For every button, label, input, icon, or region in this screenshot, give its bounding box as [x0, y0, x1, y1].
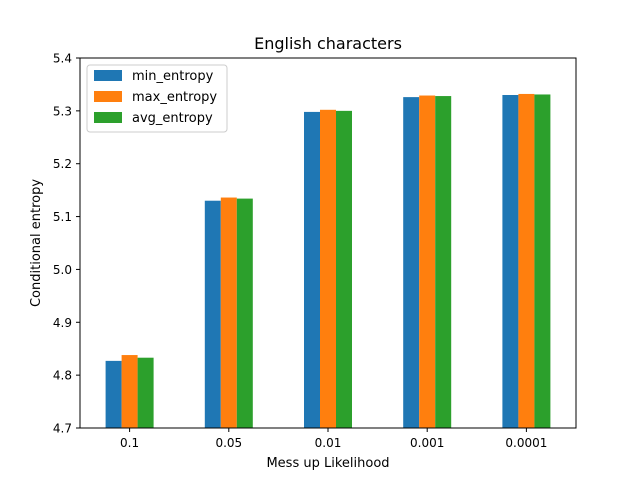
bar-avg_entropy-1 — [236, 198, 253, 428]
legend-label-max_entropy: max_entropy — [132, 90, 217, 105]
bar-group — [105, 93, 551, 429]
y-tick-label: 5.3 — [53, 104, 72, 118]
y-tick-label: 5.1 — [53, 210, 72, 224]
y-tick-label: 5.0 — [53, 263, 72, 277]
x-axis: 0.1 0.05 0.01 0.001 0.0001 — [120, 428, 547, 450]
bar-min_entropy-3 — [403, 97, 420, 428]
y-tick-label: 4.7 — [53, 422, 72, 436]
bar-max_entropy-0 — [121, 355, 138, 428]
x-tick-label: 0.05 — [215, 436, 242, 450]
y-axis: 4.7 4.8 4.9 5.0 5.1 5.2 5.3 5.4 — [53, 52, 80, 436]
bar-avg_entropy-4 — [534, 94, 551, 428]
y-tick-label: 4.8 — [53, 369, 72, 383]
legend-swatch-avg_entropy — [94, 112, 122, 123]
bar-min_entropy-1 — [204, 200, 221, 428]
bar-max_entropy-3 — [419, 95, 436, 429]
bar-min_entropy-2 — [304, 111, 320, 429]
legend-swatch-max_entropy — [94, 91, 122, 102]
legend: min_entropy max_entropy avg_entropy — [86, 64, 228, 133]
legend-label-min_entropy: min_entropy — [132, 69, 214, 84]
x-tick-label: 0.001 — [410, 436, 444, 450]
y-tick-label: 5.4 — [53, 52, 72, 66]
y-axis-label: Conditional entropy — [29, 179, 44, 307]
y-tick-label: 4.9 — [53, 316, 72, 330]
bar-avg_entropy-2 — [336, 110, 352, 428]
bar-min_entropy-0 — [105, 360, 122, 428]
bar-max_entropy-2 — [320, 109, 336, 429]
x-tick-label: 0.0001 — [505, 436, 547, 450]
bar-max_entropy-1 — [220, 197, 237, 428]
x-tick-label: 0.01 — [315, 436, 342, 450]
legend-swatch-min_entropy — [94, 70, 122, 81]
y-tick-label: 5.2 — [53, 157, 72, 171]
bar-avg_entropy-0 — [137, 357, 154, 428]
x-tick-label: 0.1 — [120, 436, 139, 450]
legend-label-avg_entropy: avg_entropy — [132, 111, 213, 126]
bar-max_entropy-4 — [518, 93, 535, 428]
bar-min_entropy-4 — [502, 95, 519, 428]
chart-title: English characters — [254, 34, 402, 53]
x-axis-label: Mess up Likelihood — [266, 456, 389, 471]
bar-avg_entropy-3 — [435, 96, 452, 429]
